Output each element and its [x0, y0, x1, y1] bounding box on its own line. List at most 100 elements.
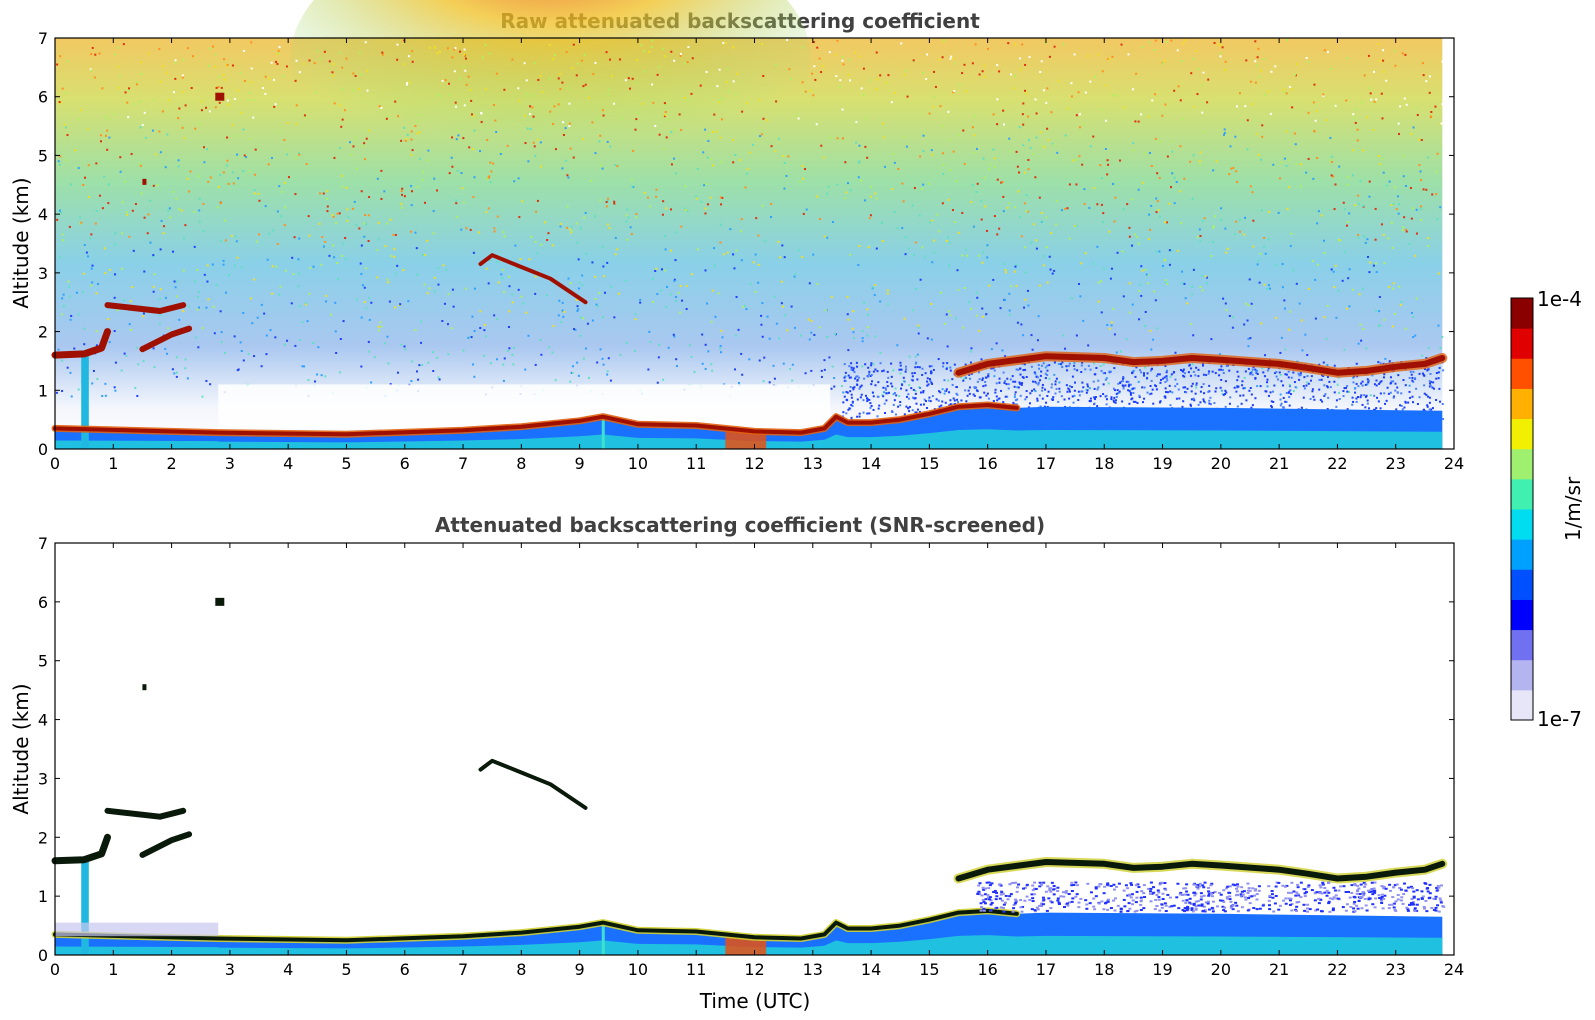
noise-speck — [165, 71, 168, 74]
noise-speck — [1020, 323, 1023, 326]
noise-speck — [473, 129, 476, 132]
screened-speck — [1041, 903, 1045, 906]
noise-speck — [298, 153, 301, 156]
noise-speck — [1254, 397, 1257, 400]
screened-speck — [1000, 891, 1004, 894]
screened-speck — [1346, 890, 1350, 893]
noise-speck — [1361, 380, 1364, 383]
colorbar-step — [1511, 298, 1533, 329]
noise-speck — [711, 369, 714, 372]
noise-speck — [1121, 380, 1124, 383]
screened-speck — [1358, 893, 1362, 896]
noise-speck — [705, 182, 708, 185]
noise-speck — [664, 55, 667, 58]
noise-speck — [980, 218, 983, 221]
noise-speck — [1237, 375, 1240, 378]
noise-speck — [1143, 386, 1146, 389]
noise-speck — [1402, 226, 1405, 229]
noise-speck — [1289, 244, 1292, 247]
noise-speck — [667, 346, 670, 349]
noise-speck — [916, 366, 919, 369]
noise-speck — [1252, 219, 1255, 222]
screened-speck — [1013, 902, 1017, 905]
screened-speck — [1339, 885, 1343, 888]
noise-speck — [1224, 380, 1227, 383]
screened-speck — [1284, 897, 1288, 900]
noise-speck — [333, 156, 336, 159]
noise-speck — [1068, 397, 1071, 400]
noise-speck — [989, 163, 992, 166]
noise-speck — [881, 122, 884, 125]
noise-speck — [976, 380, 979, 383]
screened-speck — [1032, 893, 1036, 896]
noise-speck — [814, 78, 817, 81]
noise-speck — [910, 387, 913, 390]
screened-speck — [1031, 889, 1035, 892]
panel2-xtick-label: 3 — [225, 960, 235, 979]
noise-speck — [360, 365, 363, 368]
noise-speck — [58, 163, 61, 166]
noise-speck — [995, 342, 998, 345]
noise-speck — [1039, 70, 1042, 73]
noise-speck — [881, 370, 884, 373]
noise-speck — [851, 401, 854, 404]
noise-speck — [149, 199, 152, 202]
noise-speck — [933, 95, 936, 98]
noise-speck — [1081, 381, 1084, 384]
colorbar-step — [1511, 689, 1533, 721]
noise-speck — [1237, 385, 1240, 388]
noise-speck — [928, 396, 931, 399]
noise-speck — [1003, 380, 1006, 383]
panel1-xtick-label: 4 — [283, 454, 293, 473]
noise-speck — [1409, 370, 1412, 373]
noise-speck — [866, 156, 869, 159]
noise-speck — [591, 319, 594, 322]
noise-speck — [649, 205, 652, 208]
noise-speck — [1283, 157, 1286, 160]
noise-speck — [1150, 367, 1153, 370]
noise-speck — [886, 381, 889, 384]
noise-speck — [919, 403, 922, 406]
noise-speck — [890, 382, 893, 385]
noise-speck — [373, 356, 376, 359]
noise-speck — [501, 268, 504, 271]
noise-speck — [794, 272, 797, 275]
noise-speck — [1054, 392, 1057, 395]
noise-speck — [1128, 226, 1131, 229]
noise-speck — [1173, 202, 1176, 205]
noise-speck — [83, 244, 86, 247]
screened-speck — [1392, 886, 1396, 889]
screened-speck — [981, 898, 985, 901]
noise-speck — [1070, 95, 1073, 98]
noise-speck — [142, 312, 145, 315]
noise-speck — [1143, 325, 1146, 328]
noise-speck — [932, 105, 935, 108]
noise-speck — [82, 272, 85, 275]
noise-speck — [59, 55, 62, 58]
noise-speck — [517, 288, 520, 291]
noise-speck — [1394, 64, 1397, 67]
noise-speck — [1018, 126, 1021, 129]
noise-speck — [890, 410, 893, 413]
screened-speck — [1363, 885, 1367, 888]
noise-speck — [1140, 294, 1143, 297]
noise-speck — [339, 337, 342, 340]
noise-speck — [407, 55, 410, 58]
noise-speck — [1166, 379, 1169, 382]
noise-speck — [1285, 400, 1288, 403]
noise-speck — [984, 384, 987, 387]
noise-speck — [462, 201, 465, 204]
noise-speck — [1409, 396, 1412, 399]
noise-speck — [1039, 374, 1042, 377]
noise-speck — [875, 88, 878, 91]
noise-speck — [841, 59, 844, 62]
noise-speck — [658, 343, 661, 346]
panel1-ytick-label: 5 — [38, 146, 48, 165]
noise-speck — [624, 279, 627, 282]
noise-speck — [1013, 385, 1016, 388]
noise-speck — [620, 116, 623, 119]
noise-speck — [223, 351, 226, 354]
noise-speck — [903, 413, 906, 416]
noise-speck — [1096, 388, 1099, 391]
noise-speck — [1254, 81, 1257, 84]
